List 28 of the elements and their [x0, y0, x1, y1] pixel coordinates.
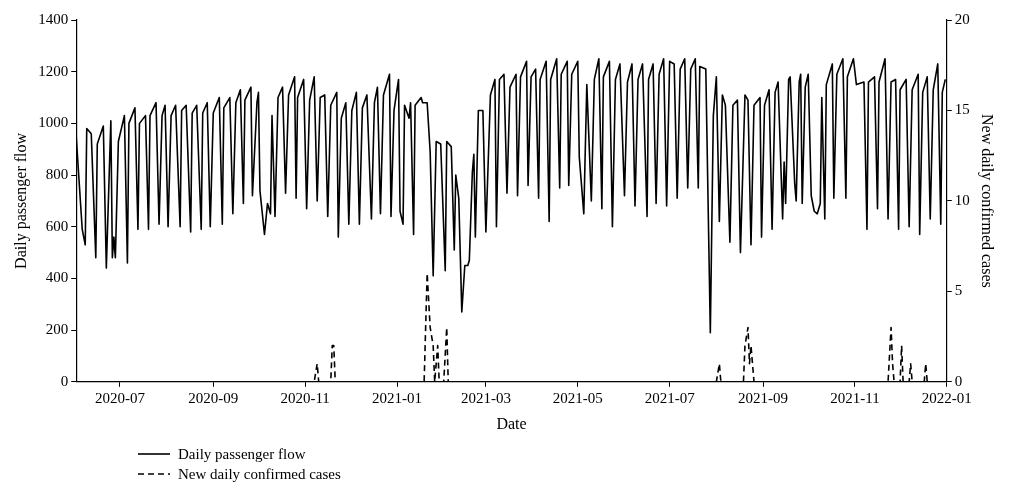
x-tick-label: 2020-07 — [94, 389, 146, 406]
x-axis-title: Date — [496, 414, 527, 432]
y-tick-label: 600 — [45, 217, 69, 234]
x-tick-label: 2020-11 — [280, 389, 330, 406]
legend-label: Daily passenger flow — [178, 445, 306, 464]
x-tick-label: 2021-03 — [460, 389, 511, 406]
x-tick-label: 2021-05 — [552, 389, 603, 406]
y-tick-label: 1200 — [38, 62, 69, 79]
x-tick-label: 2021-09 — [738, 389, 789, 406]
x-tick-label: 2022-01 — [921, 389, 972, 406]
y-tick-label: 1000 — [38, 114, 69, 131]
y-tick-label: 800 — [45, 165, 69, 182]
y2-tick-label: 15 — [954, 101, 970, 118]
y-axis-title: Daily passenger flow — [11, 132, 30, 269]
y2-tick-label: 20 — [954, 10, 970, 27]
y-tick-label: 400 — [45, 269, 69, 286]
x-tick-label: 2021-01 — [372, 389, 423, 406]
y2-tick-label: 5 — [954, 282, 963, 299]
x-tick-label: 2021-07 — [644, 389, 696, 406]
y-tick-label: 1400 — [38, 10, 69, 27]
x-tick-label: 2021-11 — [830, 389, 880, 406]
y-tick-label: 0 — [60, 372, 69, 389]
legend-label: New daily confirmed cases — [178, 465, 341, 484]
y-tick-label: 200 — [45, 321, 69, 338]
y2-tick-label: 10 — [954, 191, 970, 208]
y2-axis-title: New daily confirmed cases — [978, 114, 997, 288]
x-tick-label: 2020-09 — [188, 389, 239, 406]
y2-tick-label: 0 — [954, 372, 963, 389]
